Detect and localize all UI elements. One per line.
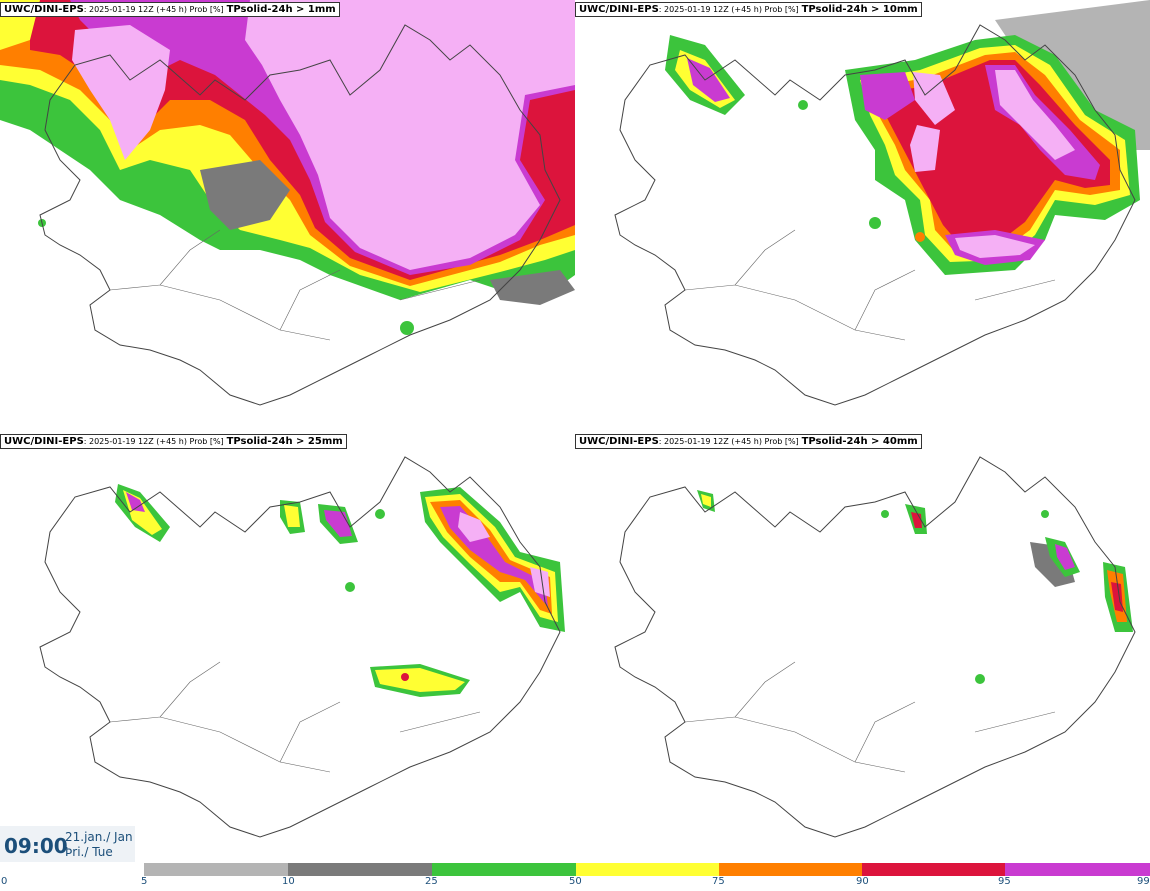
prob-spot [400,321,414,335]
road-lines [684,229,1056,341]
map-panel-25mm: UWC/DINI-EPS: 2025-01-19 12Z (+45 h) Pro… [0,432,575,864]
iceland-outline [39,456,561,838]
colorbar-tick: 90 [856,876,869,887]
valid-time: 09:00 [4,834,68,858]
colorbar-tick: 99 [1137,876,1150,887]
colorbar-tick: 0 [1,876,8,887]
prob-field-95 [860,72,915,120]
valid-date-line2: Þri./ Tue [65,845,113,859]
colorbar [144,863,1150,876]
prob-field-95 [687,58,730,102]
map-panel-40mm: UWC/DINI-EPS: 2025-01-19 12Z (+45 h) Pro… [575,432,1150,864]
prob-field-90 [1111,582,1123,612]
iceland-outline [39,24,561,406]
colorbar-segment-95-99 [1005,863,1150,876]
prob-field-99 [995,70,1075,160]
road-lines [109,661,481,773]
map-panel-1mm: UWC/DINI-EPS: 2025-01-19 12Z (+45 h) Pro… [0,0,575,432]
valid-date-line1: 21.jan./ Jan [65,830,133,844]
map-25mm [39,456,565,838]
prob-field-95 [1055,544,1075,570]
valid-time-box: 09:00 21.jan./ Jan Þri./ Tue [0,826,135,862]
colorbar-tick: 75 [712,876,725,887]
prob-field-99 [910,125,940,172]
colorbar-segment-90-95 [862,863,1005,876]
colorbar-segment-5-10 [144,863,288,876]
map-40mm [614,456,1136,838]
colorbar-segment-50-75 [576,863,719,876]
prob-field-gray-sw [200,160,290,230]
panel-title: UWC/DINI-EPS: 2025-01-19 12Z (+45 h) Pro… [575,2,922,17]
iceland-outline [614,24,1136,406]
prob-field-99 [913,72,955,125]
prob-field-95 [126,492,145,512]
prob-spot [375,509,385,519]
prob-spot [915,232,925,242]
map-panel-10mm: UWC/DINI-EPS: 2025-01-19 12Z (+45 h) Pro… [575,0,1150,432]
panel-title: UWC/DINI-EPS: 2025-01-19 12Z (+45 h) Pro… [0,2,340,17]
prob-field-gray-ne [995,0,1150,150]
panel-title: UWC/DINI-EPS: 2025-01-19 12Z (+45 h) Pro… [0,434,347,449]
prob-field-95 [324,510,352,537]
prob-field-99 [955,235,1035,258]
prob-spot [869,217,881,229]
colorbar-segment-25-50 [432,863,576,876]
prob-spot [881,510,889,518]
colorbar-segment-75-90 [719,863,862,876]
iceland-outline [614,456,1136,838]
prob-spot [401,673,409,681]
prob-field-50 [284,505,300,527]
prob-field-99 [530,567,550,597]
panel-title: UWC/DINI-EPS: 2025-01-19 12Z (+45 h) Pro… [575,434,922,449]
prob-spot [975,674,985,684]
colorbar-segment-10-25 [288,863,432,876]
colorbar-tick: 50 [569,876,582,887]
road-lines [109,229,481,341]
prob-spot [798,100,808,110]
prob-field-99 [458,512,490,542]
prob-field-50 [375,668,465,692]
colorbar-tick: 25 [425,876,438,887]
prob-field-50 [701,494,711,507]
prob-spot [1041,510,1049,518]
colorbar-tick: 95 [998,876,1011,887]
map-10mm [614,0,1150,406]
colorbar-tick: 10 [282,876,295,887]
prob-spot [345,582,355,592]
colorbar-tick: 5 [141,876,148,887]
map-1mm [0,0,575,406]
road-lines [684,661,1056,773]
